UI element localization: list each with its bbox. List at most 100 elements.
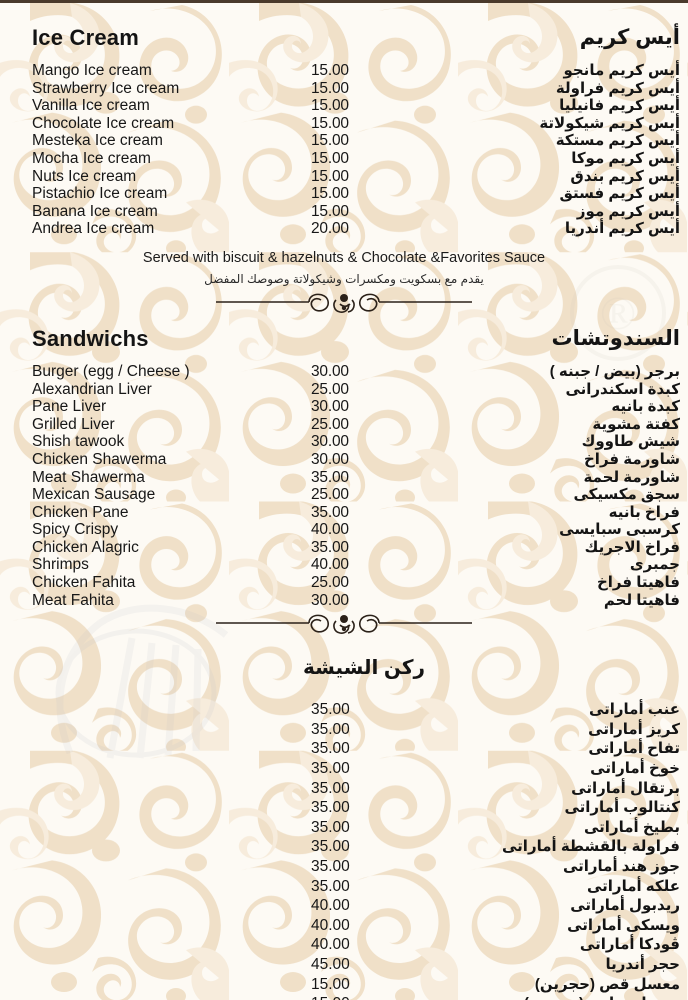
- item-price: 40.00: [311, 916, 350, 934]
- item-name-ar: برجر (بيض / جبنه ): [549, 362, 680, 380]
- item-name-en: Alexandrian Liver: [32, 380, 152, 398]
- item-name-en: Chicken Shawerma: [32, 450, 167, 468]
- item-price: 35.00: [311, 858, 350, 875]
- item-price: 30.00: [311, 450, 349, 468]
- item-name-ar: أيس كريم شيكولاتة: [539, 114, 680, 132]
- item-name-en: Mango Ice cream: [32, 62, 152, 79]
- item-price: 35.00: [311, 877, 350, 895]
- item-name-ar: فراولة بالقشطة أماراتى: [502, 838, 680, 856]
- item-name-ar: أيس كريم بندق: [570, 167, 680, 185]
- menu-row: 35.00 فراولة بالقشطة أماراتى: [0, 837, 688, 857]
- menu-row: 35.00 برتقال أماراتى: [0, 779, 688, 799]
- item-name-en: Meat Shawerma: [32, 468, 145, 486]
- shisha-title-ar: ركن الشيشة: [302, 657, 426, 680]
- item-price: 15.00: [311, 114, 349, 132]
- item-name-ar: بطيخ أماراتى: [584, 818, 680, 836]
- item-name-ar: سجق مكسيكى: [573, 486, 680, 504]
- item-name-en: Chocolate Ice cream: [32, 114, 175, 132]
- item-name-ar: فاهيتا فراخ: [596, 574, 680, 592]
- section-ice-cream: Ice Cream أيس كريم Mango Ice cream 15.00…: [0, 3, 688, 286]
- menu-row: Meat Fahita 30.00 فاهيتا لحم: [0, 592, 688, 610]
- item-price: 30.00: [311, 398, 349, 416]
- menu-row: Grilled Liver 25.00 كفتة مشوية: [0, 416, 688, 434]
- menu-row: 15.00 معسل قص (حجرين): [0, 975, 688, 995]
- item-price: 25.00: [311, 415, 349, 433]
- item-price: 40.00: [311, 556, 349, 574]
- item-name-ar: أيس كريم أندريا: [564, 220, 680, 238]
- item-price: 30.00: [311, 433, 349, 451]
- item-name-ar: تفاح أماراتى: [588, 740, 680, 758]
- item-name-ar: كبدة بانيه: [611, 398, 680, 416]
- item-price: 15.00: [311, 975, 350, 993]
- menu-row: Chicken Alagric 35.00 فراخ الاجريك: [0, 539, 688, 557]
- item-name-en: Pane Liver: [32, 398, 107, 416]
- ice-cream-note-ar: يقدم مع بسكويت ومكسرات وشيكولاتة وصوصك ا…: [204, 271, 484, 286]
- menu-row: Mesteka Ice cream 15.00 أيس كريم مستكة: [0, 132, 688, 150]
- item-price: 40.00: [311, 936, 350, 954]
- item-price: 15.00: [311, 202, 349, 220]
- item-name-ar: أيس كريم مانجو: [563, 62, 680, 79]
- item-name-en: Vanilla Ice cream: [32, 97, 150, 115]
- sandwichs-title-en: Sandwichs: [32, 325, 149, 351]
- item-name-ar: حجر أندريا: [605, 955, 680, 973]
- item-name-ar: شاورمة لحمة: [583, 468, 681, 486]
- item-name-ar: كرسبى سبايسى: [559, 521, 680, 539]
- item-price: 15.00: [311, 149, 349, 167]
- item-name-en: Mocha Ice cream: [32, 149, 151, 167]
- ice-cream-note-en: Served with biscuit & hazelnuts & Chocol…: [142, 249, 546, 266]
- item-name-ar: معسل سلوم (حجرين): [524, 994, 680, 1000]
- item-name-ar: أيس كريم فستق: [559, 185, 681, 203]
- ornament-divider-2: [0, 609, 688, 639]
- menu-row: 40.00 ويسكى أماراتى: [0, 916, 688, 936]
- item-name-en: Meat Fahita: [32, 591, 114, 609]
- item-name-en: Andrea Ice cream: [32, 220, 155, 238]
- item-name-ar: كفتة مشوية: [592, 415, 680, 433]
- menu-row: Spicy Crispy 40.00 كرسبى سبايسى: [0, 521, 688, 539]
- item-price: 35.00: [311, 799, 350, 817]
- item-price: 35.00: [311, 740, 350, 758]
- item-name-ar: معسل قص (حجرين): [534, 975, 680, 993]
- item-price: 30.00: [311, 362, 349, 380]
- item-name-ar: علكه أماراتى: [586, 877, 680, 895]
- item-price: 15.00: [311, 62, 349, 79]
- item-name-ar: ڤودكا أماراتى: [579, 936, 680, 954]
- item-name-ar: ويسكى أماراتى: [567, 916, 680, 934]
- menu-row: 35.00 جوز هند أماراتى: [0, 857, 688, 877]
- sandwichs-heading: Sandwichs السندوتشات: [0, 326, 688, 356]
- ice-cream-title-ar: أيس كريم: [579, 26, 680, 49]
- item-name-ar: أيس كريم فراولة: [555, 79, 680, 97]
- menu-row: Vanilla Ice cream 15.00 أيس كريم فانيليا: [0, 97, 688, 115]
- menu-row: Shrimps 40.00 جمبرى: [0, 556, 688, 574]
- menu-row: Strawberry Ice cream 15.00 أيس كريم فراو…: [0, 80, 688, 98]
- item-name-ar: شاورمة فراخ: [584, 450, 680, 468]
- item-price: 35.00: [311, 818, 350, 836]
- item-name-en: Grilled Liver: [32, 415, 115, 433]
- item-price: 40.00: [311, 897, 350, 915]
- item-price: 15.00: [311, 97, 349, 115]
- menu-row: 35.00 خوخ أماراتى: [0, 759, 688, 779]
- item-name-en: Pistachio Ice cream: [32, 185, 168, 203]
- item-name-en: Chicken Fahita: [32, 574, 136, 592]
- menu-row: 35.00 كريز أماراتى: [0, 720, 688, 740]
- item-name-ar: أيس كريم موكا: [571, 149, 680, 167]
- menu-row: Chicken Fahita 25.00 فاهيتا فراخ: [0, 574, 688, 592]
- menu-row: Chicken Pane 35.00 فراخ بانيه: [0, 504, 688, 522]
- ornament-divider-1: [0, 286, 688, 318]
- item-price: 15.00: [311, 994, 350, 1000]
- item-name-ar: خوخ أماراتى: [590, 760, 680, 778]
- ornament-divider-icon: [216, 614, 472, 635]
- menu-row: Mexican Sausage 25.00 سجق مكسيكى: [0, 486, 688, 504]
- menu-row: 35.00 بطيخ أماراتى: [0, 818, 688, 838]
- item-name-ar: أيس كريم موز: [576, 202, 680, 220]
- item-name-ar: برتقال أماراتى: [571, 779, 680, 797]
- item-name-en: Strawberry Ice cream: [32, 79, 180, 97]
- item-name-en: Banana Ice cream: [32, 202, 158, 220]
- menu-row: 15.00 معسل سلوم (حجرين): [0, 994, 688, 1000]
- item-name-ar: كريز أماراتى: [588, 720, 680, 738]
- item-name-ar: عنب أماراتى: [588, 701, 680, 719]
- item-price: 40.00: [311, 521, 349, 539]
- menu-row: Mango Ice cream 15.00 أيس كريم مانجو: [0, 62, 688, 80]
- menu-row: Pane Liver 30.00 كبدة بانيه: [0, 398, 688, 416]
- menu-row: Chicken Shawerma 30.00 شاورمة فراخ: [0, 451, 688, 469]
- sandwichs-items: Burger (egg / Cheese ) 30.00 برجر (بيض /…: [0, 356, 688, 609]
